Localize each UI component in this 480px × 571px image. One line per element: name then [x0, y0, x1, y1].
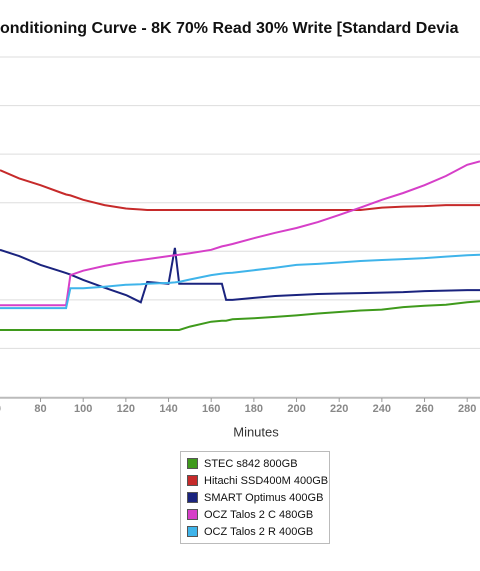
legend-swatch — [187, 526, 198, 537]
legend-item: SMART Optimus 400GB — [181, 489, 329, 506]
legend-label: OCZ Talos 2 R 400GB — [204, 525, 314, 538]
x-tick-label: 100 — [74, 403, 92, 415]
legend-item: OCZ Talos 2 C 480GB — [181, 506, 329, 523]
x-tick-label: 240 — [373, 403, 391, 415]
legend-label: OCZ Talos 2 C 480GB — [204, 508, 314, 521]
x-axis-label: Minutes — [233, 424, 279, 439]
x-tick-label: 80 — [34, 403, 46, 415]
chart-title: onditioning Curve - 8K 70% Read 30% Writ… — [0, 20, 459, 37]
x-tick-label: 160 — [202, 403, 220, 415]
legend-swatch — [187, 475, 198, 486]
legend-swatch — [187, 509, 198, 520]
x-tick-label: 0 — [0, 403, 1, 415]
legend-item: Hitachi SSD400M 400GB — [181, 472, 329, 489]
legend-swatch — [187, 492, 198, 503]
series-line — [0, 253, 480, 310]
legend-swatch — [187, 458, 198, 469]
legend-item: OCZ Talos 2 R 400GB — [181, 523, 329, 540]
series-line — [0, 160, 480, 307]
x-tick-label: 200 — [287, 403, 305, 415]
legend-label: Hitachi SSD400M 400GB — [204, 474, 329, 487]
legend-label: STEC s842 800GB — [204, 457, 298, 470]
legend-item: STEC s842 800GB — [181, 455, 329, 472]
x-tick-label: 120 — [117, 403, 135, 415]
legend-label: SMART Optimus 400GB — [204, 491, 324, 504]
x-tick-label: 220 — [330, 403, 348, 415]
x-tick-label: 140 — [159, 403, 177, 415]
series-line — [0, 300, 480, 331]
x-tick-label: 180 — [245, 403, 263, 415]
x-tick-label: 280 — [458, 403, 476, 415]
series-line — [0, 169, 480, 211]
x-tick-label: 260 — [415, 403, 433, 415]
legend: STEC s842 800GB Hitachi SSD400M 400GB SMAR… — [180, 451, 330, 544]
